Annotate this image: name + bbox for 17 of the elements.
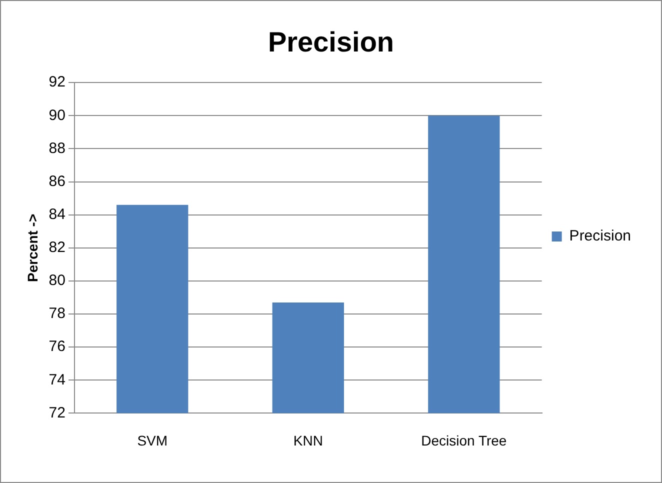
- y-tick-label: 78: [48, 305, 66, 322]
- legend-label: Precision: [569, 228, 632, 245]
- x-tick-label: Decision Tree: [421, 432, 507, 448]
- y-tick-label: 72: [48, 404, 66, 422]
- y-tick-label: 84: [48, 206, 66, 223]
- y-tick-label: 92: [48, 74, 66, 91]
- x-tick-label: SVM: [137, 432, 168, 448]
- y-tick-label: 74: [48, 371, 66, 388]
- y-tick-label: 86: [48, 172, 66, 190]
- y-tick-label: 90: [48, 106, 66, 124]
- y-axis-title: Percent ->: [24, 214, 40, 282]
- y-tick-label: 76: [48, 338, 66, 356]
- chart-title: Precision: [268, 26, 394, 58]
- y-tick-label: 88: [48, 140, 66, 157]
- y-tick-label: 80: [48, 272, 66, 290]
- x-tick-label: KNN: [293, 432, 323, 448]
- y-tick-label: 82: [48, 239, 66, 256]
